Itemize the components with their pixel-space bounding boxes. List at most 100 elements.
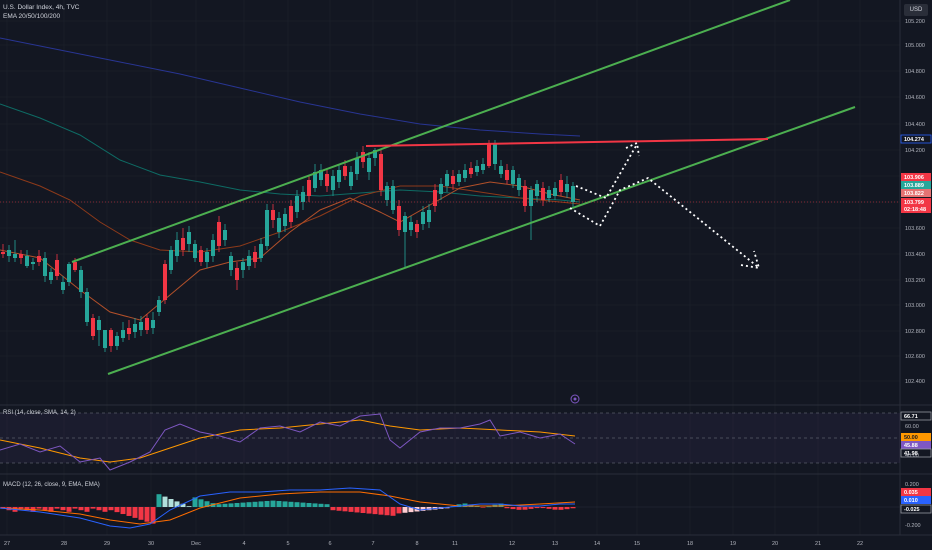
candle-body — [475, 166, 479, 172]
time-tick-label: 19 — [730, 541, 736, 547]
price-tag: 103.889 — [904, 183, 924, 189]
macd-histogram-bar — [498, 503, 504, 507]
candle-body — [175, 240, 179, 256]
candle-body — [331, 176, 335, 190]
time-tick-label: 30 — [148, 541, 154, 547]
candle-body — [481, 164, 485, 170]
candle-body — [409, 222, 413, 230]
macd-histogram-bar — [318, 503, 324, 507]
candle-body — [457, 174, 461, 182]
macd-signal-line — [0, 491, 576, 525]
macd-histogram-bar — [252, 501, 258, 507]
candle-body — [85, 292, 89, 322]
macd-histogram-bar — [96, 507, 102, 511]
time-tick-label: 28 — [61, 541, 67, 547]
macd-histogram-bar — [102, 507, 108, 512]
candle-body — [43, 258, 47, 276]
time-tick-label: 15 — [634, 541, 640, 547]
projection-path-drop — [569, 176, 759, 268]
chart-legend: U.S. Dollar Index, 4h, TVC EMA 20/50/100… — [3, 3, 79, 21]
macd-histogram-bar — [474, 506, 480, 507]
candle-body — [187, 232, 191, 244]
candle-body — [529, 190, 533, 206]
macd-histogram-bar — [126, 507, 132, 516]
candle-body — [547, 190, 551, 198]
macd-histogram-bar — [246, 502, 252, 507]
macd-histogram-bar — [48, 507, 54, 512]
candle-body — [373, 150, 377, 158]
macd-histogram-bar — [180, 503, 186, 507]
macd-histogram-bar — [222, 503, 228, 507]
time-tick-label: Dec — [191, 541, 201, 547]
candle-body — [289, 206, 293, 222]
channel-upper-line[interactable] — [71, 0, 791, 263]
ema-100-line — [0, 103, 581, 203]
ema-20-line — [0, 181, 581, 321]
time-tick-label: 14 — [594, 541, 600, 547]
macd-tick-label: 0.200 — [905, 482, 919, 488]
candle-body — [439, 184, 443, 194]
macd-histogram-bar — [156, 494, 162, 507]
macd-line — [0, 487, 575, 529]
macd-histogram-bar — [24, 507, 30, 511]
candle-body — [253, 252, 257, 262]
time-tick-label: 4 — [242, 541, 245, 547]
candle-body — [307, 180, 311, 196]
projection-arrows[interactable] — [569, 145, 759, 268]
candle-body — [367, 158, 371, 172]
macd-histogram-bar — [546, 507, 552, 509]
resistance-line[interactable] — [365, 138, 769, 147]
price-tick-label: 105.000 — [905, 43, 925, 49]
target-icon[interactable] — [570, 394, 580, 404]
projection-path-up — [575, 145, 637, 200]
rsi-tag-bg — [901, 433, 931, 441]
projection-arrowheads — [625, 141, 761, 270]
candle-body — [403, 216, 407, 232]
macd-histogram-bar — [72, 507, 78, 509]
macd-histogram-bar — [372, 507, 378, 515]
candle-body — [541, 188, 545, 200]
candle-body — [37, 256, 41, 262]
currency-button[interactable]: USD — [904, 4, 928, 16]
macd-histogram-bar — [294, 502, 300, 507]
candle-body — [217, 222, 221, 246]
macd-histogram-bar — [510, 507, 516, 510]
macd-histogram-bar — [336, 507, 342, 511]
candle-body — [133, 324, 137, 332]
candle-body — [463, 170, 467, 178]
macd-histogram-bar — [366, 507, 372, 514]
time-tick-label: 22 — [857, 541, 863, 547]
time-tick-label: 12 — [509, 541, 515, 547]
time-tick-label: 13 — [552, 541, 558, 547]
candle-body — [451, 176, 455, 184]
macd-histogram-bar — [216, 504, 222, 507]
macd-histogram-bar — [18, 507, 24, 509]
candle-body — [499, 166, 503, 174]
macd-histogram-bar — [276, 501, 282, 507]
candle-body — [229, 256, 233, 270]
macd-histogram-bar — [486, 506, 492, 508]
channel-lower-line[interactable] — [107, 106, 856, 375]
symbol-title[interactable]: U.S. Dollar Index, 4h, TVC — [3, 4, 80, 11]
candle-body — [301, 192, 305, 202]
macd-title[interactable]: MACD (12, 26, close, 9, EMA, EMA) — [3, 482, 100, 488]
candle-body — [241, 262, 245, 270]
candle-body — [325, 174, 329, 186]
macd-histogram-bar — [132, 507, 138, 518]
macd-tag-bg — [901, 496, 931, 504]
candle-body — [469, 168, 473, 174]
price-tick-label: 104.600 — [905, 95, 925, 101]
candle-body — [115, 336, 119, 346]
time-tick-label: 27 — [4, 541, 10, 547]
ema-indicator-label[interactable]: EMA 20/50/100/200 — [3, 13, 61, 20]
rsi-title[interactable]: RSI (14, close, SMA, 14, 2) — [3, 410, 76, 416]
candle-body — [193, 244, 197, 258]
macd-histogram-bar — [258, 501, 264, 507]
rsi-line — [0, 413, 576, 471]
price-grid — [0, 0, 900, 535]
price-tag-bg — [901, 205, 931, 213]
time-tick-label: 11 — [452, 541, 458, 547]
ema-lines — [0, 37, 581, 321]
macd-histogram-bar — [396, 507, 402, 514]
